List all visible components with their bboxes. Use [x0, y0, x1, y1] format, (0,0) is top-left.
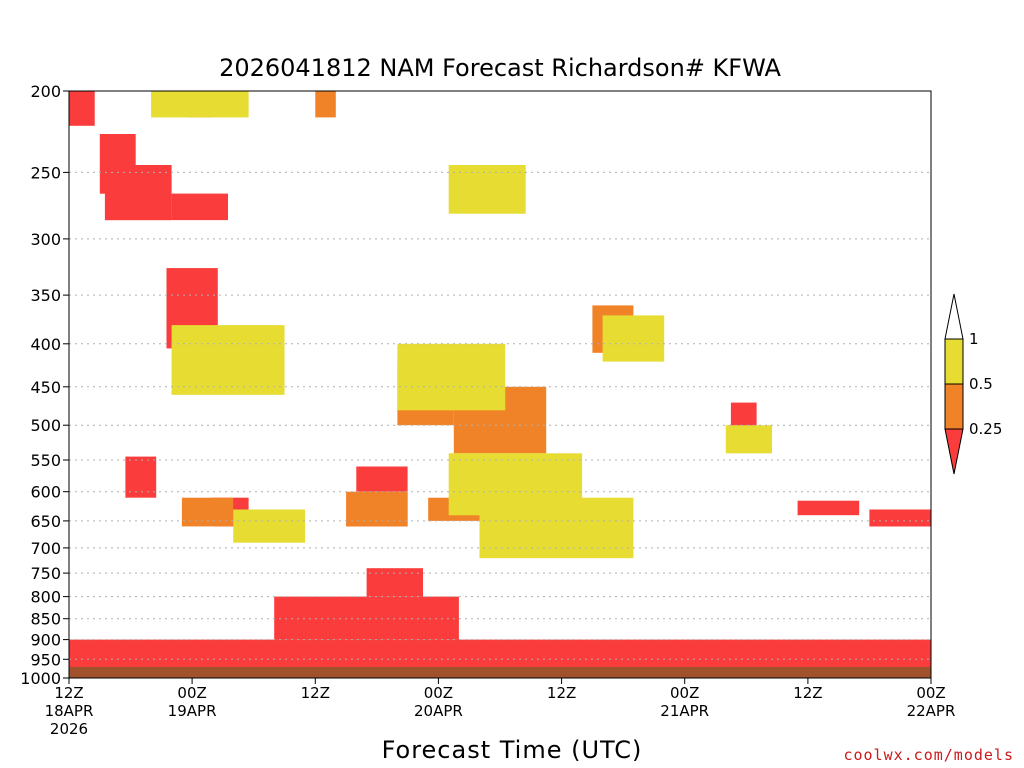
heatmap-cell-0-5-to-1: [602, 315, 665, 362]
x-tick-label: 19APR: [168, 702, 217, 720]
x-tick-label: 22APR: [907, 702, 956, 720]
heatmap-cell-below-0-25: [171, 193, 228, 221]
heatmap-cell-0-5-to-1: [397, 343, 506, 411]
y-tick-label: 800: [30, 588, 61, 607]
colorbar-top-triangle: [944, 293, 964, 340]
y-tick-label: 750: [30, 564, 61, 583]
heatmap-cell-below-0-25: [730, 402, 757, 429]
y-tick-label: 500: [30, 416, 61, 435]
y-tick-label: 850: [30, 610, 61, 629]
x-tick-label: 21APR: [660, 702, 709, 720]
heatmap-cell-0-5-to-1: [479, 497, 634, 559]
colorbar-label: 0.5: [969, 375, 993, 393]
heatmap-cell-below-0-25: [274, 596, 459, 640]
x-axis-label: Forecast Time (UTC): [382, 736, 643, 764]
x-tick-label: 12Z: [793, 684, 822, 702]
heatmap-cells: [69, 91, 931, 669]
heatmap-cell-0-5-to-1: [171, 325, 285, 395]
colorbar-label: 0.25: [969, 420, 1002, 438]
x-tick-label: 00Z: [670, 684, 699, 702]
heatmap-cell-0-5-to-1: [233, 509, 305, 543]
colorbar: 1 0.5 0.25: [944, 293, 1002, 475]
y-tick-label: 700: [30, 539, 61, 558]
x-tick-label: 12Z: [301, 684, 330, 702]
x-tick-label: 20APR: [414, 702, 463, 720]
heatmap-cell-0-25-to-0-5: [315, 91, 336, 118]
x-tick-label: 12Z: [547, 684, 576, 702]
heatmap-cell-below-0-25: [69, 91, 95, 126]
chart-title: 2026041812 NAM Forecast Richardson# KFWA: [219, 54, 781, 82]
credit-text: coolwx.com/models: [843, 746, 1014, 764]
x-tick-label: 12Z: [54, 684, 83, 702]
x-tick-label: 2026: [50, 720, 88, 738]
x-tick-label: 00Z: [177, 684, 206, 702]
heatmap-cell-below-0-25: [366, 568, 423, 597]
heatmap-cell-0-25-to-0-5: [181, 497, 234, 527]
y-tick-label: 350: [30, 286, 61, 305]
heatmap-cell-below-0-25: [869, 509, 931, 527]
y-tick-label: 300: [30, 230, 61, 249]
colorbar-label: 1: [969, 330, 979, 348]
y-tick-label: 950: [30, 650, 61, 669]
heatmap-cell-below-0-25: [104, 165, 172, 221]
x-tick-label: 18APR: [45, 702, 94, 720]
colorbar-band-orange: [944, 383, 964, 430]
y-tick-label: 250: [30, 163, 61, 182]
y-tick-label: 200: [30, 82, 61, 101]
heatmap-cell-0-5-to-1: [448, 165, 526, 214]
colorbar-bottom-triangle: [944, 428, 964, 475]
y-tick-label: 450: [30, 378, 61, 397]
y-tick-label: 400: [30, 335, 61, 354]
y-tick-label: 900: [30, 631, 61, 650]
heatmap-cell-below-0-25: [356, 466, 408, 492]
y-tick-label: 600: [30, 483, 61, 502]
y-tick-label: 1000: [20, 669, 61, 688]
y-tick-label: 550: [30, 451, 61, 470]
plot-frame: [68, 90, 932, 679]
ground-layer: [69, 666, 931, 678]
heatmap-cell-below-0-25: [69, 639, 931, 669]
x-tick-label: 00Z: [424, 684, 453, 702]
heatmap-cell-0-5-to-1: [151, 91, 249, 118]
y-axis-ticks: 200 250 300 350 400 450 500 550 600 650 700 750 800 8…: [20, 82, 69, 688]
y-tick-label: 650: [30, 512, 61, 531]
heatmap-cell-below-0-25: [125, 456, 157, 498]
x-tick-label: 00Z: [916, 684, 945, 702]
colorbar-band-yellow: [944, 338, 964, 385]
heatmap-cell-below-0-25: [797, 500, 860, 516]
heatmap-cell-0-5-to-1: [725, 425, 772, 454]
